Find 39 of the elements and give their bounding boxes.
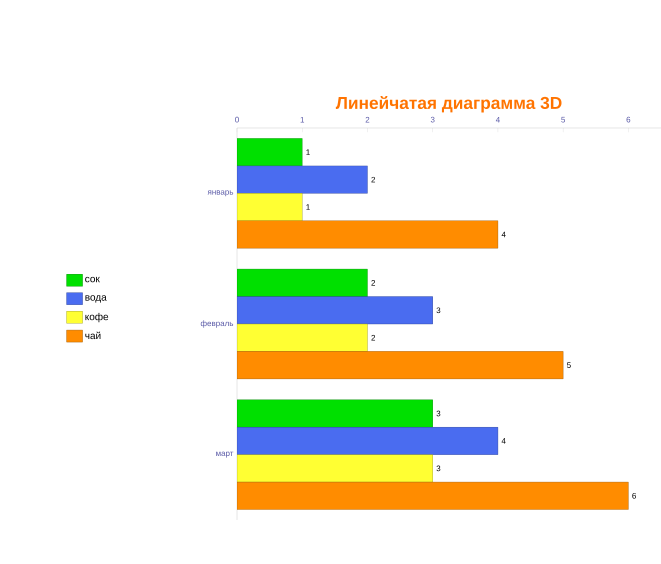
- bar: [237, 166, 368, 194]
- bar: [237, 268, 368, 297]
- x-tick-label: 6: [626, 116, 630, 122]
- data-label: 5: [566, 362, 571, 368]
- bar: [237, 427, 498, 455]
- bar: [237, 193, 302, 221]
- legend-label: сок: [85, 276, 100, 282]
- x-tick-label: 3: [430, 116, 435, 122]
- data-label: 1: [306, 149, 310, 155]
- x-tick-label: 1: [300, 116, 304, 122]
- data-label: 2: [371, 176, 376, 182]
- bar: [237, 324, 368, 352]
- data-label: 2: [371, 280, 376, 286]
- data-label: 2: [371, 334, 376, 340]
- bar: [237, 454, 433, 482]
- x-tick-label: 4: [496, 116, 500, 122]
- legend-label: кофе: [85, 312, 108, 322]
- data-label: 4: [502, 438, 506, 444]
- data-label: 4: [502, 232, 506, 238]
- x-tick-label: 2: [366, 116, 370, 122]
- legend-label: вода: [85, 295, 107, 303]
- data-label: 6: [632, 492, 636, 499]
- x-tick-label: 0: [235, 116, 239, 122]
- bar: [237, 482, 629, 510]
- data-label: 3: [436, 307, 440, 314]
- bar: [237, 400, 433, 428]
- data-label: 3: [436, 466, 440, 472]
- chart-title: Линейчатая диаграмма 3D: [336, 96, 562, 112]
- y-tick-label: февраль: [200, 320, 234, 328]
- bar: [237, 138, 302, 166]
- y-tick-label: март: [216, 452, 234, 458]
- y-tick-label: январь: [208, 190, 234, 196]
- bar: [237, 351, 564, 380]
- data-label: 3: [436, 410, 440, 416]
- data-label: 1: [306, 204, 310, 210]
- x-tick-label: 5: [561, 116, 566, 122]
- bar: [237, 296, 433, 324]
- bar: [237, 220, 498, 248]
- legend-label: чай: [85, 332, 100, 340]
